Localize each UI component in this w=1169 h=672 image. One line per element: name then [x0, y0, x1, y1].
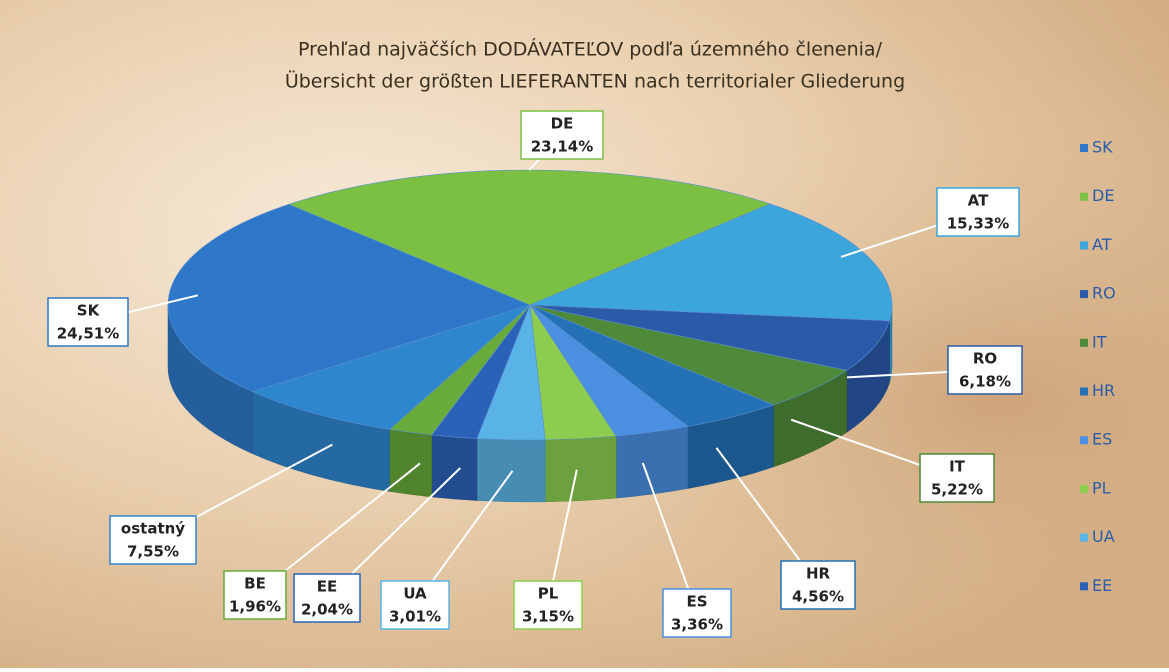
legend-label: IT	[1092, 332, 1107, 351]
label-box	[520, 110, 604, 160]
label-category: ES	[686, 593, 707, 611]
label-box	[223, 570, 287, 620]
label-category: ostatný	[121, 520, 185, 538]
label-value: 2,04%	[301, 601, 353, 619]
label-value: 7,55%	[127, 543, 179, 561]
legend-label: EE	[1092, 576, 1112, 595]
legend-label: SK	[1092, 138, 1113, 157]
slice	[529, 203, 893, 322]
slice-side	[431, 434, 478, 501]
label-value: 24,51%	[57, 325, 119, 343]
label-category: UA	[403, 585, 427, 603]
label-box	[513, 580, 583, 630]
label-category: DE	[551, 115, 574, 133]
legend-label: HR	[1092, 381, 1115, 400]
label-value: 3,01%	[389, 608, 441, 626]
slice	[529, 304, 890, 371]
label-category: AT	[968, 192, 989, 210]
label-box	[936, 187, 1020, 237]
label-category: PL	[538, 585, 559, 603]
legend-swatch	[1080, 338, 1088, 347]
legend-swatch	[1080, 582, 1088, 591]
legend-label: AT	[1092, 235, 1112, 254]
label-box	[662, 588, 732, 638]
label-value: 15,33%	[947, 215, 1009, 233]
label-box	[919, 453, 995, 503]
legend-swatch	[1080, 484, 1088, 493]
slice-side	[476, 438, 546, 503]
label-box	[380, 580, 450, 630]
label-value: 3,36%	[671, 616, 723, 634]
chart-title: Prehľad najväčších DODÁVATEĽOV podľa úze…	[298, 38, 883, 61]
legend-swatch	[1080, 241, 1088, 250]
label-category: RO	[973, 350, 997, 368]
label-value: 4,56%	[792, 588, 844, 606]
label-category: EE	[317, 578, 338, 596]
label-box	[293, 573, 361, 623]
slice	[167, 203, 531, 393]
legend-label: UA	[1092, 527, 1115, 546]
label-category: HR	[806, 565, 831, 583]
slice	[287, 169, 771, 306]
legend-swatch	[1080, 387, 1088, 396]
legend-label: DE	[1092, 186, 1114, 205]
legend-swatch	[1080, 290, 1088, 299]
legend-swatch	[1080, 436, 1088, 445]
leader-line	[641, 462, 698, 614]
label-value: 1,96%	[229, 598, 281, 616]
legend-swatch	[1080, 192, 1088, 201]
chart-subtitle: Übersicht der größten LIEFERANTEN nach t…	[285, 70, 905, 93]
slice-side	[544, 435, 617, 503]
label-category: BE	[244, 575, 266, 593]
slice-side	[389, 429, 432, 498]
label-value: 23,14%	[531, 138, 593, 156]
legend-swatch	[1080, 144, 1088, 152]
label-category: IT	[949, 458, 966, 476]
label-value: 3,15%	[522, 608, 574, 626]
legend-label: ES	[1092, 430, 1112, 449]
label-value: 5,22%	[931, 481, 983, 499]
legend-label: PL	[1092, 478, 1111, 497]
legend-label: RO	[1092, 284, 1116, 303]
label-value: 6,18%	[959, 373, 1011, 391]
label-box	[780, 560, 856, 610]
label-category: SK	[77, 302, 101, 320]
label-box	[109, 515, 197, 565]
slice	[251, 304, 531, 430]
legend-swatch	[1080, 533, 1088, 542]
label-box	[947, 345, 1023, 395]
label-box	[47, 297, 129, 347]
